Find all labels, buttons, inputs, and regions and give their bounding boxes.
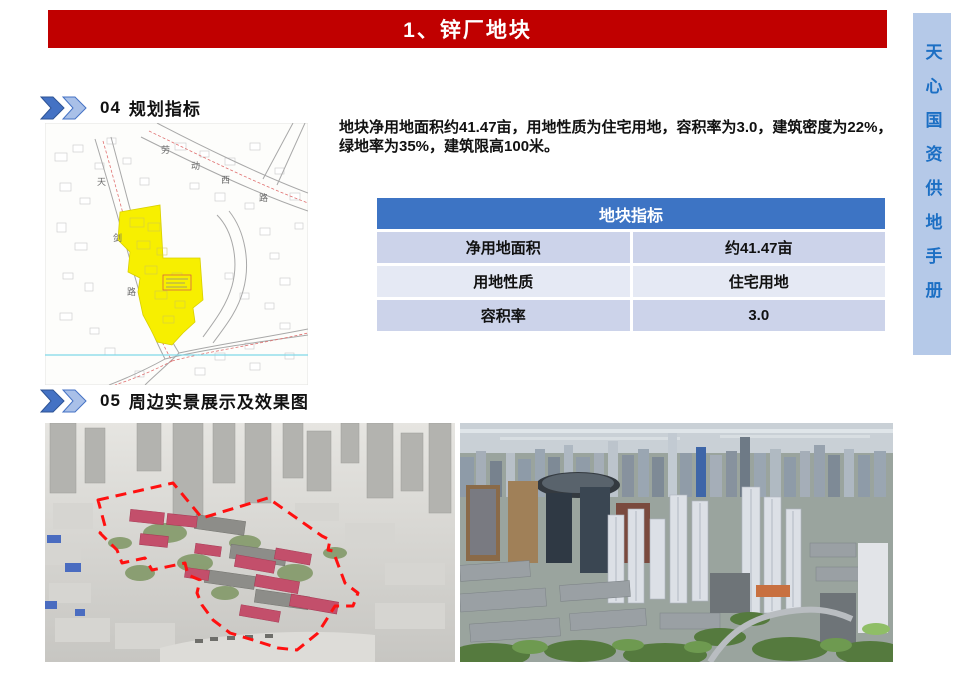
svg-text:劳: 劳 [161,144,170,155]
double-chevron-icon [40,96,87,119]
svg-text:路: 路 [127,286,136,297]
rendering-photo-illustration [460,423,893,662]
sidebar-manual-tab: 天心国资供地手册 [913,13,951,355]
svg-text:天: 天 [97,177,106,187]
cadastral-map-illustration: 劳 动 西 路 天 剑 路 [44,122,309,386]
svg-text:西: 西 [221,175,230,185]
page-title: 1、锌厂地块 [48,10,887,48]
aerial-photo [45,423,455,662]
page-title-text: 1、锌厂地块 [403,19,532,42]
section-04-header: 04 规划指标 [40,95,201,120]
plot-description: 地块净用地面积约41.47亩，用地性质为住宅用地，容积率为3.0，建筑密度为22… [339,119,893,155]
table-row-label: 净用地面积 [377,232,630,263]
section-04-number: 04 [100,97,121,117]
section-05-title: 周边实景展示及效果图 [128,393,309,412]
road-labels: 劳 动 西 路 天 剑 路 [97,144,268,297]
sidebar-manual-label: 天心国资供地手册 [922,43,942,315]
plot-map: 劳 动 西 路 天 剑 路 [44,122,309,386]
table-row-value: 3.0 [632,300,885,331]
double-chevron-icon [40,389,87,412]
table-row-value: 住宅用地 [632,266,885,297]
svg-text:路: 路 [259,192,268,203]
plot-boundary-highlight [117,204,204,346]
svg-text:剑: 剑 [113,232,122,243]
section-05-number: 05 [100,390,121,410]
site-boundary-outline [96,481,360,652]
section-04-title: 规划指标 [128,100,201,119]
table-row-label: 容积率 [377,300,630,331]
table-row-label: 用地性质 [377,266,630,297]
section-05-header: 05 周边实景展示及效果图 [40,388,309,413]
table-row-value: 约41.47亩 [632,232,885,263]
plot-indicator-table: 地块指标 净用地面积 约41.47亩 用地性质 住宅用地 容积率 3.0 [377,198,885,331]
svg-text:动: 动 [191,161,200,171]
rendering-photo [460,423,893,662]
parcel-label-box [162,274,192,291]
table-title: 地块指标 [377,198,885,229]
aerial-photo-illustration [45,423,455,662]
